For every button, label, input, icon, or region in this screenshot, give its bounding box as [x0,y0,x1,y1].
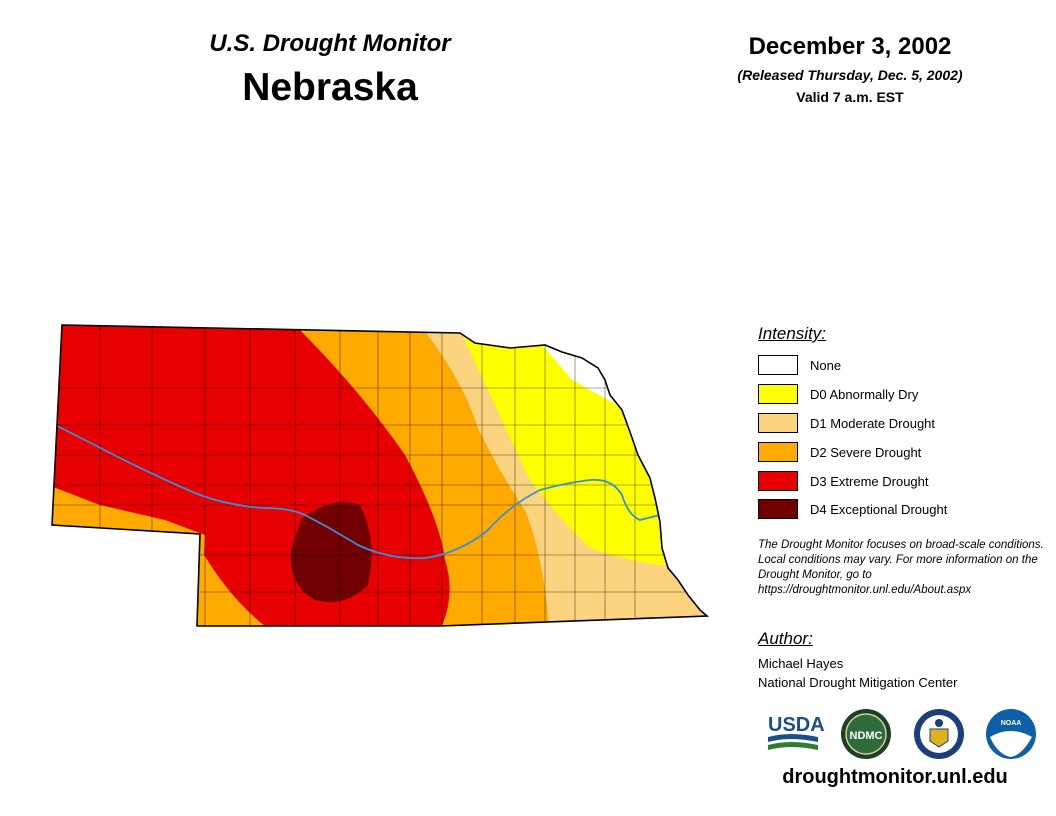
author-name: Michael Hayes [758,656,844,671]
author-organization: National Drought Mitigation Center [758,675,958,690]
release-note: (Released Thursday, Dec. 5, 2002) [737,67,963,83]
disclaimer-note: The Drought Monitor focuses on broad-sca… [758,539,1044,596]
noaa-logo: NOAA [986,709,1036,759]
legend-swatch [758,442,798,462]
legend-label: D4 Exceptional Drought [810,501,948,517]
legend-label: D0 Abnormally Dry [810,386,919,402]
legend-swatch [758,355,798,375]
d4-region [290,501,372,603]
legend-swatch [758,413,798,433]
legend-item-none: None [758,354,841,376]
ndmc-logo: NDMC [841,709,891,759]
nebraska-drought-map [51,324,708,627]
map-title: Nebraska [242,66,418,109]
commerce-logo [914,709,964,759]
author-heading: Author: [758,629,813,648]
legend-title: Intensity: [758,324,827,343]
d2-region-south [200,548,270,626]
legend-label: D3 Extreme Drought [810,473,929,489]
map-subtitle: U.S. Drought Monitor [209,30,451,57]
noaa-logo-text: NOAA [1001,720,1022,727]
legend-swatch [758,384,798,404]
legend-label: D1 Moderate Drought [810,415,936,431]
website-url: droughtmonitor.unl.edu [782,766,1008,788]
legend-label: None [810,357,842,373]
legend-swatch [758,471,798,491]
legend-item-d0: D0 Abnormally Dry [758,383,918,405]
ndmc-logo-text: NDMC [850,730,883,742]
map-date: December 3, 2002 [748,33,952,60]
valid-time: Valid 7 a.m. EST [796,89,904,105]
legend-item-d2: D2 Severe Drought [758,441,921,463]
usda-logo: USDA [768,714,825,750]
agency-logos: USDA NDMC NOAA [768,709,1036,759]
legend-label: D2 Severe Drought [810,444,922,460]
legend-swatch [758,499,798,519]
legend-item-d1: D1 Moderate Drought [758,412,935,434]
legend-item-d3: D3 Extreme Drought [758,470,929,492]
usda-logo-text: USDA [768,714,825,736]
platte-river [54,424,661,560]
legend-item-d4: D4 Exceptional Drought [758,498,947,520]
